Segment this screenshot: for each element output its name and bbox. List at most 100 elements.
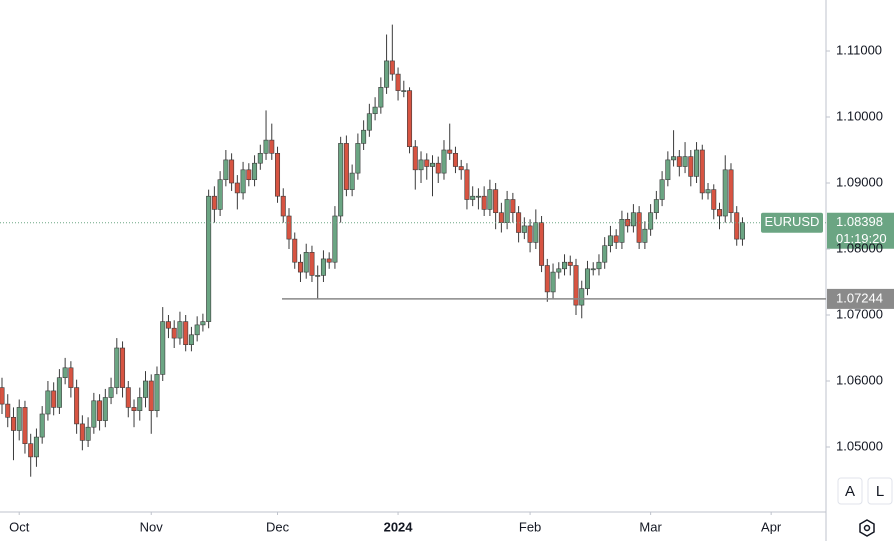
- candle-body: [516, 212, 522, 233]
- candle-body: [137, 397, 143, 411]
- candle-body: [521, 225, 527, 233]
- auto-scale-button[interactable]: [837, 477, 863, 505]
- candle-body: [10, 416, 16, 431]
- candle-body: [441, 149, 447, 174]
- candle-body: [338, 143, 344, 217]
- candle-body: [372, 106, 378, 115]
- candle-body: [395, 73, 401, 91]
- candles: [0, 24, 745, 477]
- candle-body: [694, 149, 700, 177]
- candle-body: [349, 172, 355, 190]
- symbol-label: EURUSD: [765, 214, 820, 229]
- candle-body: [269, 139, 275, 154]
- y-tick-label: 1.07000: [836, 306, 883, 321]
- candle-body: [5, 403, 11, 418]
- y-tick-label: 1.09000: [836, 174, 883, 189]
- y-tick-label: 1.10000: [836, 108, 883, 123]
- candle-body: [544, 265, 550, 293]
- candle-body: [590, 268, 596, 271]
- candle-body: [286, 215, 292, 240]
- candle-body: [183, 321, 189, 345]
- candle-body: [332, 215, 338, 263]
- candle-body: [206, 195, 212, 322]
- candle-body: [200, 321, 206, 326]
- candle-body: [556, 268, 562, 273]
- candle-body: [498, 212, 504, 223]
- x-tick-label: 2024: [384, 519, 414, 534]
- candle-body: [246, 169, 252, 181]
- candle-body: [728, 169, 734, 214]
- symbol-badge: [761, 212, 823, 233]
- candle-body: [539, 222, 545, 266]
- y-tick-label: 1.08000: [836, 240, 883, 255]
- candle-body: [33, 436, 39, 458]
- candle-body: [630, 212, 636, 227]
- candle-body: [384, 60, 390, 88]
- settings-icon[interactable]: [859, 519, 875, 537]
- candle-body: [343, 143, 349, 190]
- candle-body: [366, 113, 372, 131]
- candle-body: [699, 149, 705, 194]
- x-tick-label: Oct: [9, 519, 30, 534]
- candle-body: [665, 159, 671, 181]
- candle-body: [705, 189, 711, 194]
- candle-body: [74, 387, 80, 425]
- candle-body: [143, 380, 149, 398]
- candle-body: [177, 321, 183, 339]
- auto-scale-label[interactable]: A: [845, 483, 855, 500]
- price-badge: [827, 212, 894, 249]
- candle-body: [481, 195, 487, 210]
- candle-body: [401, 90, 407, 92]
- candle-body: [252, 162, 258, 181]
- y-tick-label: 1.05000: [836, 438, 883, 453]
- candle-body: [51, 390, 57, 408]
- candle-body: [562, 261, 568, 270]
- candle-body: [297, 261, 303, 273]
- candle-body: [573, 265, 579, 306]
- candle-body: [114, 347, 120, 388]
- candle-body: [68, 367, 74, 388]
- candle-body: [527, 225, 533, 243]
- candle-body: [309, 252, 315, 276]
- candle-body: [120, 347, 126, 388]
- y-tick-label: 1.06000: [836, 372, 883, 387]
- x-tick-label: Nov: [140, 519, 164, 534]
- candle-body: [602, 245, 608, 263]
- candle-body: [97, 400, 103, 421]
- candle-body: [504, 199, 510, 223]
- settings-icon-center[interactable]: [863, 524, 871, 532]
- candle-body: [378, 87, 384, 108]
- candle-body: [584, 268, 590, 289]
- x-tick-label: Dec: [266, 519, 290, 534]
- candle-body: [550, 271, 556, 293]
- candle-body: [596, 261, 602, 270]
- candle-body: [326, 258, 332, 263]
- candle-body: [671, 156, 677, 161]
- candle-body: [275, 153, 281, 197]
- candle-body: [533, 222, 539, 243]
- candle-body: [160, 321, 166, 375]
- candle-body: [682, 156, 688, 167]
- x-tick-label: Feb: [519, 519, 541, 534]
- candle-body: [315, 275, 321, 277]
- candle-body: [464, 169, 470, 200]
- candle-body: [475, 195, 481, 198]
- candle-body: [125, 387, 131, 408]
- candle-body: [39, 413, 45, 438]
- settings-button[interactable]: [859, 519, 875, 537]
- log-scale-button[interactable]: [867, 477, 893, 505]
- log-scale-label[interactable]: L: [876, 483, 884, 500]
- candle-body: [429, 162, 435, 167]
- candle-body: [734, 212, 740, 240]
- candle-body: [711, 189, 717, 210]
- candle-body: [0, 387, 5, 405]
- candle-body: [320, 258, 326, 276]
- candle-body: [56, 377, 62, 408]
- candle-body: [407, 90, 413, 148]
- candle-body: [148, 380, 154, 411]
- candle-body: [452, 153, 458, 167]
- candle-body: [739, 222, 745, 240]
- candle-body: [676, 156, 682, 167]
- candle-body: [229, 159, 235, 184]
